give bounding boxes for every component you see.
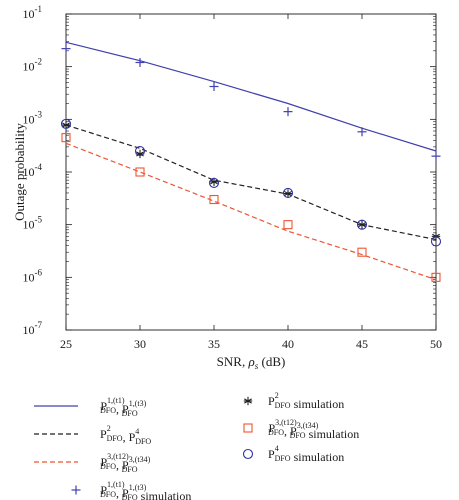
data-point [282,187,294,199]
data-point [283,220,293,230]
data-point [283,107,293,117]
legend-label: P3,(t12) DFO, P3,(t34) DFO [100,452,151,474]
y-tick-label: 10-6 [23,267,43,284]
series-3 [61,44,441,161]
legend-item: P3,(t12) DFO, P3,(t34) DFO [34,452,151,474]
legend-label: P2 DFO, P4 DFO [100,424,151,446]
data-point [135,167,145,177]
series-0 [65,41,437,152]
y-tick-label: 10-7 [23,320,43,337]
legend-swatch [243,396,253,406]
data-point [61,44,71,54]
x-tick-label: 30 [134,337,146,351]
legend-label: P3,(t12) DFO, P3,(t34) DFO simulation [268,418,359,441]
data-point [357,220,367,229]
series-1 [65,124,437,241]
legend-label: P1,(t1) DFO, P1,(t3) DFO simulation [100,480,191,500]
legend-item: P2 DFO simulation [243,391,344,411]
data-point [356,219,368,230]
data-point [61,120,71,130]
legend-item: P1,(t1) DFO, P1,(t3) DFO simulation [71,480,191,500]
legend-swatch [71,485,81,495]
series-6 [60,118,442,247]
y-axis-label: Outage probability [12,123,27,221]
series-line [65,124,437,241]
data-point [60,118,72,129]
series-layer [60,41,442,282]
plot-frame [65,13,437,331]
legend-item: P2 DFO, P4 DFO [34,424,151,446]
legend-item: P4 DFO simulation [242,444,344,464]
data-point [431,272,441,282]
legend-label: P4 DFO simulation [268,444,344,464]
x-tick-label: 25 [60,337,72,351]
series-line [65,41,437,152]
legend-swatch [243,423,253,433]
data-point [431,151,441,161]
legend-label: P1,(t1) DFO, P1,(t3) DFO [100,396,147,418]
plot-area [65,13,437,331]
data-point [283,189,293,198]
legend-swatch [242,448,254,460]
data-point [430,236,442,247]
data-point [134,145,146,157]
series-line [65,142,437,281]
data-point [357,127,367,137]
y-tick-label: 10-2 [23,57,43,74]
data-point [135,57,145,67]
x-axis: 25 30 35 40 45 50 [60,14,442,351]
series-5 [61,133,441,282]
series-2 [65,142,437,281]
series-4 [61,120,441,241]
legend: P1,(t1) DFO, P1,(t3) DFO P2 DFO, P4 DFO P3,(t1… [34,391,359,500]
y-axis: 10-710-610-510-410-310-210-1 [23,4,436,337]
data-point [209,177,219,187]
data-point [209,82,219,92]
data-point [357,247,367,257]
x-tick-label: 40 [282,337,294,351]
data-point [209,194,219,205]
legend-item: P3,(t12) DFO, P3,(t34) DFO simulation [243,418,359,441]
x-tick-label: 35 [208,337,220,351]
legend-label: P2 DFO simulation [268,391,344,411]
y-tick-label: 10-1 [23,4,43,21]
x-tick-label: 45 [356,337,368,351]
x-axis-label: SNR, ρs (dB) [217,354,286,371]
data-point [208,177,220,188]
legend-item: P1,(t1) DFO, P1,(t3) DFO [34,396,147,418]
data-point [61,133,71,143]
x-tick-label: 50 [430,337,442,351]
